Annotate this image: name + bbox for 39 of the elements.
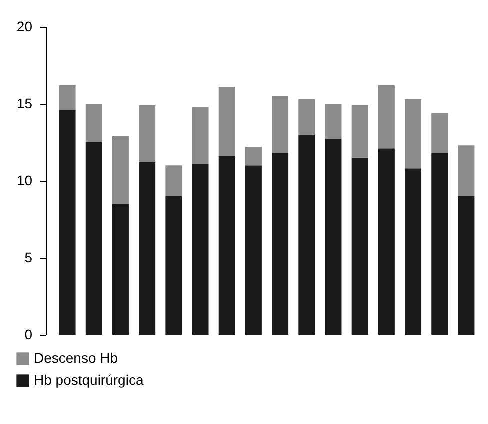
bar — [325, 104, 342, 140]
bar — [405, 99, 422, 169]
bar — [59, 86, 76, 110]
bar — [139, 162, 156, 335]
bar — [298, 99, 316, 135]
bar — [325, 139, 342, 335]
bar — [432, 113, 448, 154]
bar — [432, 153, 448, 335]
bar — [352, 158, 368, 335]
y-tick-label: 20 — [16, 18, 33, 34]
y-tick-label: 0 — [24, 326, 33, 342]
bar — [86, 142, 102, 335]
bar — [378, 148, 395, 335]
bar — [192, 107, 209, 164]
bar — [192, 164, 209, 335]
bar — [139, 106, 156, 163]
y-tick-label: 5 — [24, 250, 33, 266]
legend-label: Hb postquirúrgica — [34, 372, 144, 388]
bar — [112, 136, 129, 204]
y-tick-label: 10 — [16, 172, 33, 188]
bar — [86, 104, 102, 142]
y-tick-label: 15 — [16, 96, 33, 112]
bar — [112, 204, 129, 335]
bar — [458, 196, 475, 335]
bar — [166, 196, 182, 335]
bar — [298, 134, 316, 335]
legend-label: Descenso Hb — [34, 350, 118, 366]
bar — [352, 106, 368, 158]
bar — [245, 147, 262, 166]
bar — [218, 87, 236, 156]
bar — [166, 166, 182, 196]
bar — [272, 153, 289, 335]
bar — [218, 156, 236, 335]
bar — [272, 96, 289, 154]
bar — [378, 86, 395, 149]
bar — [245, 166, 262, 335]
bar — [59, 110, 76, 335]
bar — [405, 168, 422, 335]
bar — [458, 146, 475, 196]
